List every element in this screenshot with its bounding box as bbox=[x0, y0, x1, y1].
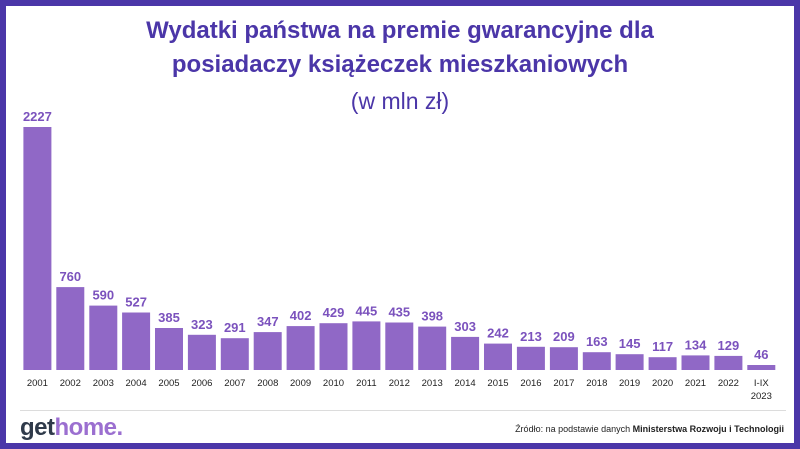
x-tick-label-19: 2020 bbox=[652, 378, 673, 389]
data-label-7: 347 bbox=[257, 314, 279, 329]
bar-2 bbox=[89, 305, 118, 370]
data-label-22: 46 bbox=[754, 347, 768, 362]
x-tick-label-0: 2001 bbox=[27, 378, 48, 389]
data-label-2: 590 bbox=[92, 288, 114, 303]
data-label-18: 145 bbox=[619, 336, 641, 351]
x-tick-label-22: I-IX 2023 bbox=[751, 378, 772, 402]
x-tick-label-15: 2016 bbox=[520, 378, 541, 389]
source-note: Źródło: na podstawie danych Ministerstwa… bbox=[515, 424, 784, 434]
bar-15 bbox=[516, 346, 545, 370]
bar-1 bbox=[56, 287, 85, 370]
data-label-11: 435 bbox=[388, 305, 410, 320]
bar-16 bbox=[549, 347, 578, 370]
bar-22 bbox=[747, 365, 776, 370]
bar-17 bbox=[582, 352, 611, 370]
data-label-0: 2227 bbox=[23, 109, 52, 124]
bar-10 bbox=[352, 321, 381, 370]
logo-part-get: get bbox=[20, 414, 55, 441]
bar-18 bbox=[615, 354, 644, 370]
bar-19 bbox=[648, 357, 677, 370]
x-tick-label-20: 2021 bbox=[685, 378, 706, 389]
x-tick-label-3: 2004 bbox=[126, 378, 147, 389]
chart-title-line-1: Wydatki państwa na premie gwarancyjne dl… bbox=[146, 17, 654, 44]
x-tick-label-17: 2018 bbox=[586, 378, 607, 389]
bar-6 bbox=[220, 338, 249, 370]
x-tick-label-11: 2012 bbox=[389, 378, 410, 389]
source-prefix: Źródło: na podstawie danych bbox=[515, 424, 631, 434]
x-tick-label-18: 2019 bbox=[619, 378, 640, 389]
x-tick-label-4: 2005 bbox=[158, 378, 179, 389]
bar-8 bbox=[286, 326, 315, 370]
x-tick-label-13: 2014 bbox=[455, 378, 476, 389]
bar-21 bbox=[714, 355, 743, 370]
bar-7 bbox=[253, 332, 282, 370]
x-tick-label-6: 2007 bbox=[224, 378, 245, 389]
data-label-16: 209 bbox=[553, 329, 575, 344]
bar-4 bbox=[155, 328, 183, 370]
bar-3 bbox=[122, 312, 151, 370]
chart-card: Wydatki państwa na premie gwarancyjne dl… bbox=[6, 6, 794, 443]
chart-title: Wydatki państwa na premie gwarancyjne dl… bbox=[6, 14, 794, 82]
chart-subtitle: (w mln zł) bbox=[350, 88, 450, 114]
chart-title-line-2: posiadaczy książeczek mieszkaniowych bbox=[171, 51, 629, 78]
data-label-6: 291 bbox=[224, 320, 246, 335]
data-label-21: 129 bbox=[718, 338, 740, 353]
data-label-13: 303 bbox=[454, 319, 476, 334]
data-label-15: 213 bbox=[520, 329, 542, 344]
data-label-20: 134 bbox=[685, 337, 707, 352]
data-label-19: 117 bbox=[652, 339, 673, 354]
data-label-4: 385 bbox=[158, 310, 180, 325]
x-tick-label-16: 2017 bbox=[553, 378, 574, 389]
bar-13 bbox=[451, 336, 480, 370]
bar-0 bbox=[23, 127, 52, 370]
bar-11 bbox=[385, 322, 414, 370]
x-tick-label-9: 2010 bbox=[323, 378, 344, 389]
bar-chart: 2227 2001 760 2002 590 2003 527 2004 385 2005 323 2… bbox=[23, 109, 776, 402]
x-tick-label-2: 2003 bbox=[93, 378, 114, 389]
logo-part-home: home. bbox=[54, 414, 124, 441]
data-label-12: 398 bbox=[421, 309, 443, 324]
data-label-17: 163 bbox=[586, 334, 608, 349]
data-label-5: 323 bbox=[191, 317, 213, 332]
bar-14 bbox=[484, 343, 512, 370]
data-label-10: 445 bbox=[356, 303, 378, 318]
x-tick-label-5: 2006 bbox=[191, 378, 212, 389]
data-label-1: 760 bbox=[59, 269, 81, 284]
data-label-3: 527 bbox=[125, 295, 147, 310]
x-tick-label-10: 2011 bbox=[356, 378, 376, 389]
x-tick-label-12: 2013 bbox=[422, 378, 443, 389]
data-label-8: 402 bbox=[290, 308, 312, 323]
bar-20 bbox=[681, 355, 710, 370]
data-label-9: 429 bbox=[323, 305, 345, 320]
x-tick-label-14: 2015 bbox=[487, 378, 508, 389]
x-tick-label-1: 2002 bbox=[60, 378, 81, 389]
x-tick-label-21: 2022 bbox=[718, 378, 739, 389]
footer-divider bbox=[20, 410, 786, 411]
bar-5 bbox=[187, 334, 216, 370]
bar-12 bbox=[418, 326, 447, 370]
source-org: Ministerstwa Rozwoju i Technologii bbox=[632, 424, 784, 434]
bar-9 bbox=[319, 323, 348, 370]
x-tick-label-7: 2008 bbox=[257, 378, 278, 389]
data-label-14: 242 bbox=[487, 326, 509, 341]
gethome-logo: gethome. bbox=[20, 414, 123, 442]
x-tick-label-8: 2009 bbox=[290, 378, 311, 389]
